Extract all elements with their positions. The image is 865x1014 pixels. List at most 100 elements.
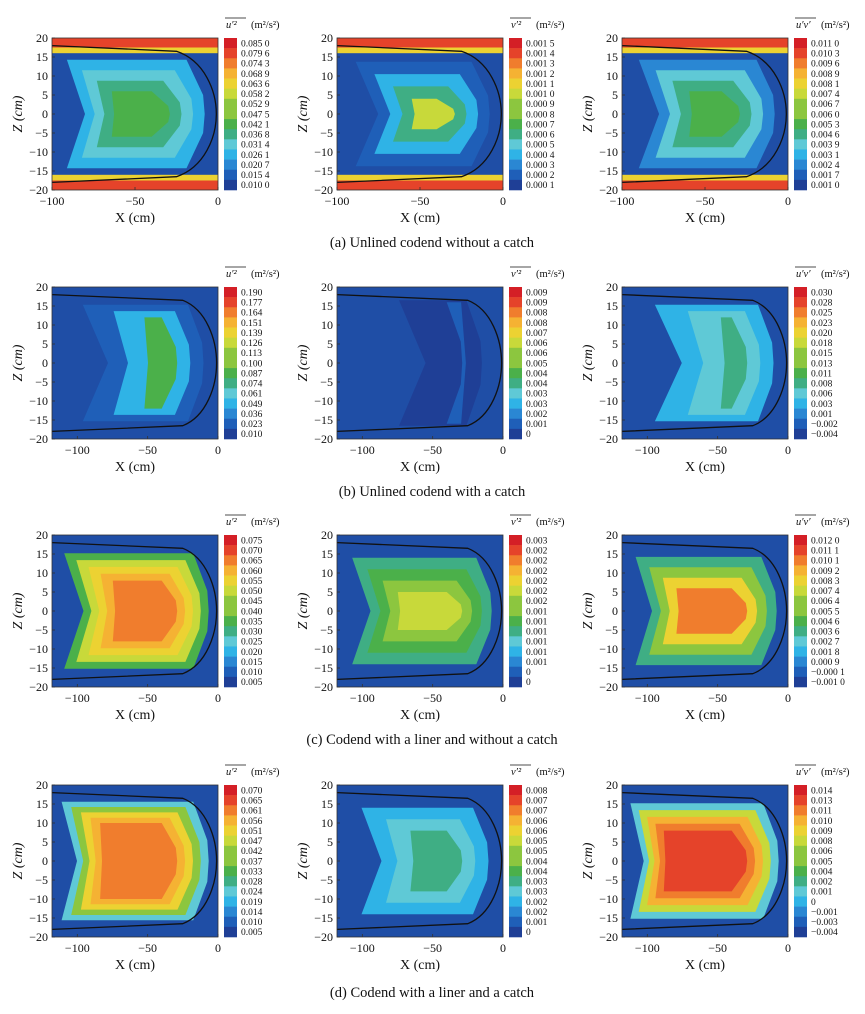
contour-panel: 20 15 10 5 0 −5 −10 −15 −20 Z (cm) −100 −50 0 X (cm) 0… [11,764,280,973]
colorbar-swatch [794,357,807,369]
colorbar-swatch [794,327,807,338]
colorbar-unit: (m²/s²) [536,269,565,280]
colorbar-tick-label: 0.006 4 [811,597,840,607]
colorbar-tick-label: 0.023 [811,319,833,329]
colorbar-swatch [224,666,237,678]
y-tick-label: −20 [29,183,48,197]
x-tick-label: −100 [350,443,375,457]
colorbar-tick-label: 0.002 [526,587,548,597]
y-tick-label: −5 [605,126,618,140]
x-tick-label: −100 [40,194,65,208]
colorbar-tick-label: 0.028 [811,299,833,309]
contour-band [689,91,740,137]
contour-panel: 20 15 10 5 0 −5 −10 −15 −20 Z (cm) −100 −50 0 X (cm) 0… [296,764,565,973]
colorbar-tick-label: 0.001 [811,410,833,420]
colorbar-swatch [509,626,522,637]
colorbar-swatch [794,805,807,816]
x-tick-label: −100 [65,941,90,955]
y-tick-label: 10 [36,69,48,83]
y-tick-label: 10 [321,566,333,580]
colorbar-swatch [224,636,237,647]
colorbar-swatch [509,916,522,928]
colorbar-tick-label: 0.075 [241,536,263,546]
colorbar-tick-label: 0.030 [241,628,263,638]
colorbar-tick-label: 0.000 9 [526,100,555,110]
colorbar-swatch [224,108,237,120]
colorbar-tick-label: 0.002 [526,597,548,607]
colorbar-tick-label: 0.007 [526,807,548,817]
colorbar-tick-label: 0.018 [811,339,833,349]
y-tick-label: −10 [314,642,333,656]
colorbar-tick-label: 0.006 [811,390,833,400]
colorbar-swatch [794,676,807,688]
y-tick-label: −5 [35,375,48,389]
colorbar-tick-label: 0.023 [241,420,263,430]
y-tick-label: 10 [36,566,48,580]
y-tick-label: 5 [327,88,333,102]
colorbar-tick-label: 0.005 [526,847,548,857]
contour-band [720,317,748,409]
colorbar-swatch [794,595,807,607]
colorbar-swatch [224,815,237,826]
colorbar-swatch [509,646,522,657]
y-tick-label: 0 [42,107,48,121]
colorbar-tick-label: 0.002 [526,410,548,420]
colorbar-swatch [224,835,237,847]
colorbar-tick-label: 0.040 [241,607,263,617]
wall-shear-band [52,47,218,54]
colorbar-swatch [224,595,237,607]
colorbar-tick-label: −0.004 [811,928,838,938]
colorbar-swatch [509,805,522,816]
y-tick-label: −5 [35,873,48,887]
colorbar-swatch [224,845,237,857]
colorbar-tick-label: 0.002 [526,898,548,908]
colorbar-tick-label: 0.051 [241,827,263,837]
colorbar-tick-label: 0.002 [526,567,548,577]
y-tick-label: 15 [606,547,618,561]
y-tick-label: 0 [42,356,48,370]
contour-panel: 20 15 10 5 0 −5 −10 −15 −20 Z (cm) −100 −50 0 X (cm) 0… [581,17,850,226]
colorbar-tick-label: 0.047 5 [241,110,270,120]
y-tick-label: 5 [612,337,618,351]
x-axis-label: X (cm) [115,708,155,723]
codend-profile-line [621,44,787,184]
colorbar-swatch [509,357,522,369]
colorbar-tick-label: 0.014 [811,786,833,796]
colorbar-tick-label: 0.002 [526,557,548,567]
colorbar-swatch [224,317,237,328]
colorbar-tick-label: 0.004 [526,857,548,867]
x-tick-label: 0 [215,194,221,208]
y-tick-label: 5 [327,337,333,351]
y-tick-label: 15 [36,797,48,811]
colorbar-swatch [509,139,522,150]
y-tick-label: 10 [36,816,48,830]
colorbar-tick-label: −0.004 [811,430,838,440]
colorbar-swatch [224,676,237,688]
colorbar-tick-label: 0.010 [241,430,263,440]
colorbar-unit: (m²/s²) [251,517,280,528]
colorbar-swatch [794,545,807,556]
colorbar-swatch [794,866,807,877]
x-axis-label: X (cm) [400,211,440,226]
colorbar-tick-label: 0.002 [811,878,833,888]
y-tick-label: −5 [320,873,333,887]
colorbar-tick-label: 0.010 3 [811,50,840,60]
colorbar-tick-label: 0.047 [241,837,263,847]
codend-profile-line [336,293,503,433]
x-tick-label: 0 [500,941,506,955]
colorbar-tick-label: 0.068 9 [241,70,270,80]
codend-profile-line [51,791,218,931]
colorbar-tick-label: 0.005 [526,359,548,369]
contour-band [687,311,761,415]
colorbar-tick-label: 0.177 [241,299,263,309]
colorbar-tick-label: 0.002 4 [811,161,840,171]
x-tick-label: −100 [350,941,375,955]
colorbar-quantity: u′v′ [796,517,811,528]
x-axis-label: X (cm) [115,460,155,475]
colorbar-swatch [224,378,237,389]
y-tick-label: −15 [599,661,618,675]
x-tick-label: −100 [350,691,375,705]
colorbar-swatch [794,169,807,181]
colorbar-tick-label: 0.011 [811,369,832,379]
colorbar-tick-label: 0.087 [241,369,263,379]
